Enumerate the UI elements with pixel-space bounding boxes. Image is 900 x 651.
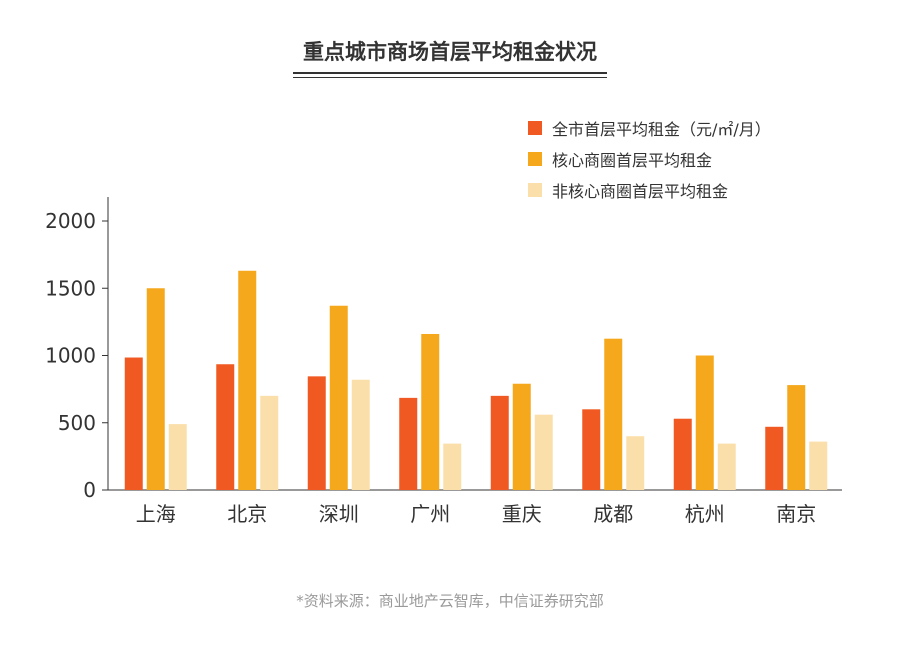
bar <box>582 409 601 490</box>
bar <box>238 270 257 490</box>
bar <box>351 379 370 490</box>
bar <box>626 436 645 490</box>
bar <box>399 397 418 490</box>
bar <box>809 441 828 490</box>
bar <box>260 395 279 490</box>
y-tick-label: 500 <box>58 411 96 435</box>
bar <box>124 357 143 490</box>
bar <box>512 383 531 490</box>
x-tick-label: 深圳 <box>319 502 359 526</box>
bar <box>673 418 692 490</box>
bar <box>534 414 553 490</box>
legend-swatch-core <box>528 151 542 166</box>
x-axis: 上海 北京 深圳 广州 重庆 成都 杭州 南京 <box>108 489 842 526</box>
bar <box>216 364 235 490</box>
x-tick-label: 南京 <box>776 502 816 526</box>
legend-swatch-noncore <box>528 182 542 197</box>
bar <box>168 424 187 490</box>
legend-swatch-city-avg <box>528 120 542 135</box>
legend-item-city-avg: 全市首层平均租金（元/㎡/月） <box>528 112 771 143</box>
y-tick-label: 0 <box>83 478 96 502</box>
bar <box>421 333 440 490</box>
legend: 全市首层平均租金（元/㎡/月） 核心商圈首层平均租金 非核心商圈首层平均租金 <box>528 112 771 205</box>
bar <box>329 305 348 490</box>
y-tick-label: 1500 <box>45 276 96 300</box>
bar <box>146 288 165 490</box>
legend-label-noncore: 非核心商圈首层平均租金 <box>552 181 729 201</box>
bars <box>124 270 828 490</box>
legend-label-core: 核心商圈首层平均租金 <box>552 150 713 170</box>
y-tick-label: 1000 <box>45 344 96 368</box>
bar <box>604 338 623 490</box>
x-tick-label: 重庆 <box>502 502 542 526</box>
bar <box>443 443 462 490</box>
x-tick-label: 上海 <box>136 502 176 526</box>
x-tick-label: 北京 <box>227 502 267 526</box>
x-tick-label: 广州 <box>410 502 450 526</box>
source-note: *资料来源：商业地产云智库，中信证券研究部 <box>296 592 604 610</box>
legend-label-city-avg: 全市首层平均租金（元/㎡/月） <box>552 119 771 139</box>
bar <box>765 426 784 490</box>
chart-title: 重点城市商场首层平均租金状况 <box>293 36 607 78</box>
bar <box>307 376 326 490</box>
bar <box>490 395 509 490</box>
bar <box>695 355 714 490</box>
legend-item-core: 核心商圈首层平均租金 <box>528 143 771 174</box>
bar <box>787 385 806 490</box>
y-axis: 0 500 1000 1500 2000 <box>45 197 109 502</box>
x-tick-label: 成都 <box>593 502 633 526</box>
y-tick-label: 2000 <box>45 209 96 233</box>
bar <box>717 443 736 490</box>
legend-item-noncore: 非核心商圈首层平均租金 <box>528 174 771 205</box>
x-tick-label: 杭州 <box>685 502 725 526</box>
